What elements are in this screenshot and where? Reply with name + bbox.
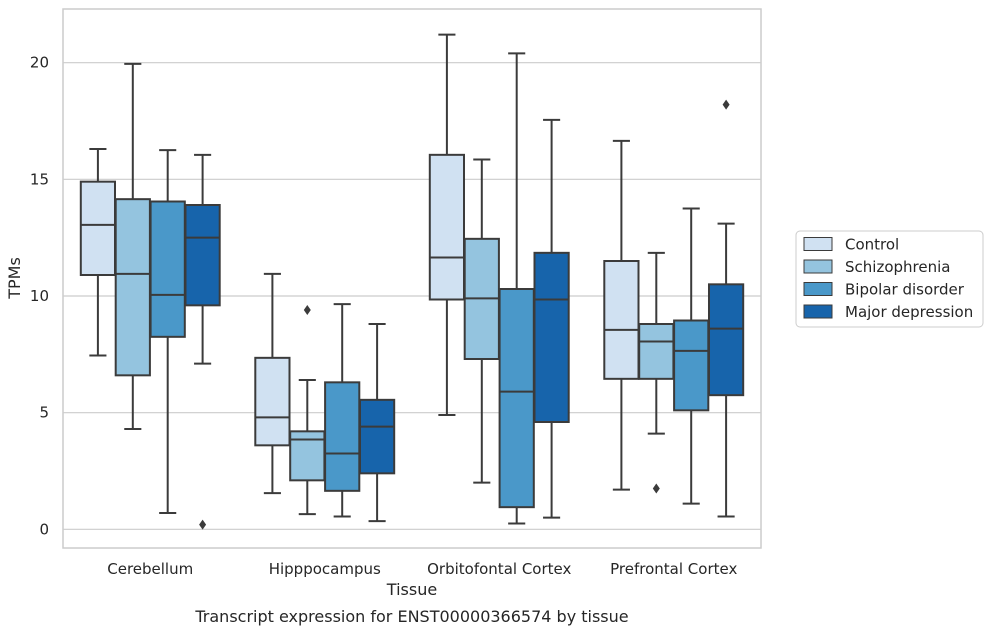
iqr-box xyxy=(603,260,640,380)
iqr-box xyxy=(358,398,396,475)
y-tick-label: 0 xyxy=(39,520,49,538)
plot-frame xyxy=(62,8,762,549)
outlier-point xyxy=(199,519,207,530)
series-2 xyxy=(149,52,710,525)
iqr-box xyxy=(184,204,221,307)
box-mark xyxy=(358,323,396,523)
iqr-box xyxy=(498,288,535,509)
x-tick-labels: Cerebellum Hipppocampus Orbitofontal Corte… xyxy=(107,560,737,578)
x-tick-label: Hipppocampus xyxy=(269,560,381,578)
iqr-box xyxy=(638,323,675,380)
iqr-box xyxy=(324,381,361,492)
iqr-box xyxy=(707,283,745,397)
legend-label: Control xyxy=(845,236,899,254)
iqr-box xyxy=(254,356,291,447)
box-series xyxy=(79,33,745,530)
y-tick-label: 20 xyxy=(30,54,49,72)
iqr-box xyxy=(79,180,117,277)
box-mark xyxy=(533,118,570,519)
y-tick-labels: 0 5 10 15 20 xyxy=(30,54,49,539)
box-mark xyxy=(254,272,291,495)
legend-swatch xyxy=(803,237,833,251)
series-0 xyxy=(79,33,640,495)
legend-frame xyxy=(795,230,984,328)
legend-swatch xyxy=(803,259,833,274)
iqr-box xyxy=(114,198,151,377)
x-tick-label: Prefrontal Cortex xyxy=(610,560,737,578)
y-axis-title: TPMs xyxy=(5,257,24,300)
legend-label: Bipolar disorder xyxy=(845,281,965,299)
x-tick-label: Cerebellum xyxy=(107,560,193,578)
legend-swatch xyxy=(803,304,833,319)
series-1 xyxy=(114,62,675,516)
legend-label: Major depression xyxy=(845,303,973,321)
iqr-box xyxy=(673,319,710,412)
iqr-box xyxy=(149,200,186,338)
iqr-box xyxy=(533,251,570,423)
x-axis-title: Tissue xyxy=(386,580,437,599)
outlier-point xyxy=(303,305,311,315)
box-mark xyxy=(638,251,675,494)
chart-caption: Transcript expression for ENST0000036657… xyxy=(194,607,628,626)
box-mark xyxy=(673,207,710,505)
box-mark xyxy=(149,149,186,514)
box-mark xyxy=(79,148,117,357)
box-mark xyxy=(603,139,640,491)
box-mark xyxy=(463,158,500,484)
box-mark xyxy=(114,62,151,430)
series-3 xyxy=(184,99,745,530)
outlier-point xyxy=(722,99,730,110)
box-mark xyxy=(289,305,326,516)
legend: Control Schizophrenia Bipolar disorder Majo… xyxy=(795,230,984,328)
box-mark xyxy=(498,52,535,525)
legend-label: Schizophrenia xyxy=(845,258,950,276)
iqr-box xyxy=(428,153,466,301)
x-tick-label: Orbitofontal Cortex xyxy=(427,560,571,578)
y-tick-label: 15 xyxy=(30,170,49,188)
y-tick-label: 5 xyxy=(39,404,49,422)
legend-swatch xyxy=(803,282,833,296)
box-mark xyxy=(428,33,466,416)
y-tick-label: 10 xyxy=(30,287,49,305)
outlier-point xyxy=(652,483,660,494)
box-mark xyxy=(707,99,745,518)
box-mark xyxy=(324,303,361,518)
box-mark xyxy=(184,153,221,530)
